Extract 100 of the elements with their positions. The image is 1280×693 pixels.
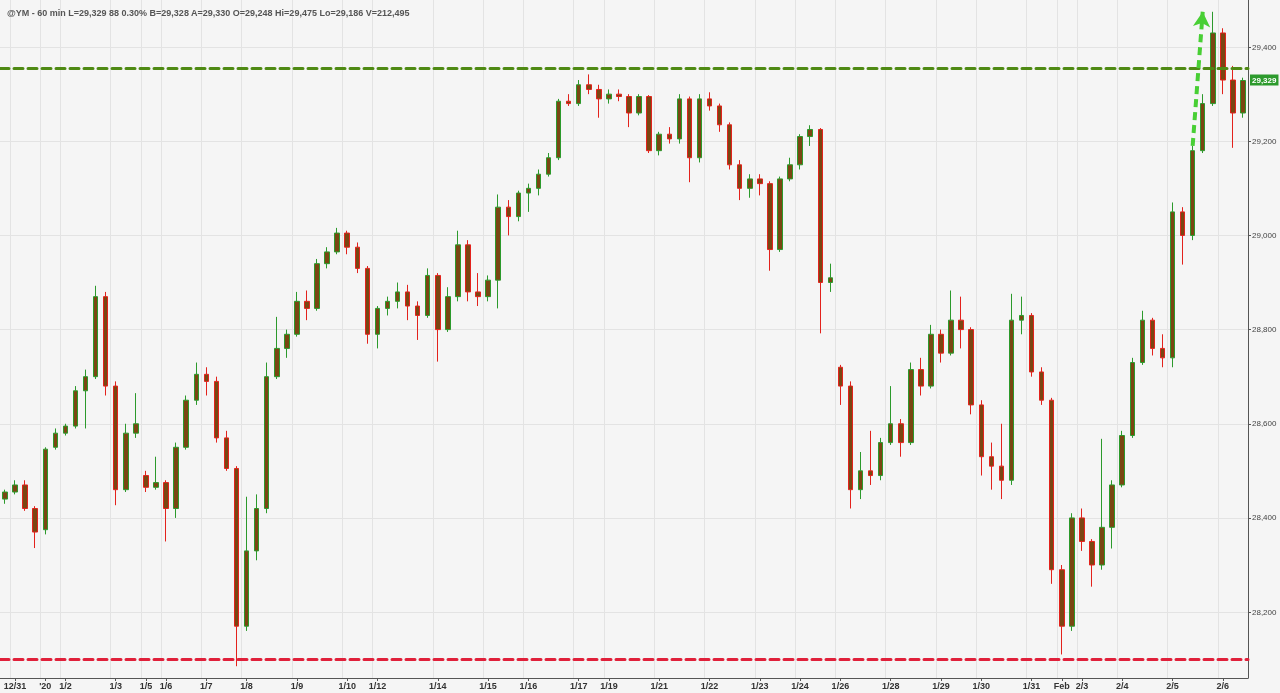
x-tick-label: Feb (1053, 680, 1071, 691)
candlestick (516, 190, 521, 222)
candlestick (656, 131, 662, 156)
candlestick (143, 470, 149, 493)
candlestick (375, 305, 380, 349)
candlestick (1069, 512, 1075, 632)
candlestick (395, 282, 400, 309)
candlestick (938, 329, 944, 364)
candlestick (1170, 201, 1175, 368)
x-tick-label: 2/5 (1166, 680, 1179, 691)
candlestick (687, 96, 692, 183)
candlestick (787, 157, 793, 182)
candlestick (1220, 27, 1226, 95)
candlestick (606, 88, 612, 105)
candlestick (183, 395, 189, 451)
candlestick (163, 479, 169, 542)
annotation: 29,329 (1252, 76, 1278, 86)
x-tick-label: 1/7 (200, 680, 213, 691)
x-tick-label: 1/30 (972, 680, 991, 691)
candlestick (848, 380, 853, 509)
candlestick (999, 423, 1004, 500)
candlestick (214, 376, 219, 444)
candlestick (1039, 366, 1044, 406)
candlestick (1089, 538, 1095, 588)
candlestick (264, 362, 269, 514)
text: @YM - 60 min L=29,329 88 0.30% B=29,328 A=29,330 O=29,248 Hi=29,475 Lo=29,186 V=212,495 (7, 7, 410, 18)
x-tick-label: 1/12 (368, 680, 387, 691)
y-tick-label: 28,600 (1252, 419, 1278, 429)
x-tick-label: 1/31 (1022, 680, 1041, 691)
y-tick-label: 28,200 (1252, 607, 1278, 617)
x-tick-label: '20 (39, 680, 52, 691)
candlestick (747, 173, 753, 199)
candlestick (1160, 333, 1165, 368)
x-tick-label: 1/22 (700, 680, 719, 691)
candlestick (1180, 206, 1185, 266)
candlestick (1099, 438, 1105, 571)
candlestick (556, 98, 561, 161)
x-tick-label: 1/3 (109, 680, 122, 691)
candlestick (1140, 310, 1145, 366)
x-tick-label: 1/17 (569, 680, 588, 691)
candlestick (1240, 77, 1246, 119)
x-tick-label: 1/2 (59, 680, 72, 691)
candlestick (1200, 93, 1205, 154)
candlestick (234, 465, 239, 667)
candlestick (888, 385, 893, 446)
x-tick-label: 1/19 (600, 680, 618, 691)
x-tick-label: 1/8 (240, 680, 253, 691)
candlestick (506, 199, 511, 236)
candlestick (53, 427, 58, 451)
x-tick-label: 1/29 (932, 680, 950, 691)
candlestick (536, 169, 541, 196)
x-tick-label: 1/26 (831, 680, 850, 691)
candlestick (677, 93, 682, 145)
candlestick (1230, 65, 1236, 149)
candlestick (1059, 564, 1065, 655)
candlestick (324, 246, 330, 269)
x-tick-label: 2/3 (1075, 680, 1089, 691)
candlestick (485, 274, 491, 302)
candlestick (445, 286, 451, 333)
candlestick (334, 227, 340, 255)
candlestick (616, 88, 622, 102)
candlestick (153, 456, 159, 491)
y-tick-label: 28,400 (1252, 513, 1278, 523)
candlestick (526, 183, 531, 213)
x-tick-label: 12/31 (3, 680, 27, 691)
candlestick (73, 385, 78, 429)
candlestick (495, 193, 501, 309)
candlestick (878, 437, 883, 481)
candlestick (355, 241, 360, 274)
y-tick-label: 29,200 (1252, 136, 1278, 146)
candlestick (838, 364, 843, 406)
candlestick (254, 493, 259, 561)
candlestick (596, 84, 602, 119)
candlestick (173, 442, 179, 519)
x-tick-label: 2/4 (1115, 680, 1129, 691)
candlestick (586, 73, 592, 95)
candlestick (566, 93, 571, 107)
x-tick-label: 1/14 (429, 680, 447, 691)
candlestick (898, 418, 904, 458)
x-tick-label: 1/10 (338, 680, 356, 691)
candlestick (32, 505, 38, 549)
candlestick (807, 124, 813, 147)
candlestick (224, 430, 229, 472)
candlestick (737, 159, 742, 201)
x-tick-label: 1/23 (751, 680, 769, 691)
candlestick (1210, 11, 1216, 107)
candlestick (204, 366, 209, 396)
candlestick (12, 479, 18, 495)
candlestick (727, 121, 732, 170)
candlestick (1109, 479, 1115, 550)
candlestick (455, 230, 461, 302)
candlestick (385, 296, 390, 316)
candlestick (958, 296, 964, 349)
candlestick (1009, 293, 1014, 486)
candlestick (646, 94, 652, 154)
candlestick (43, 446, 48, 535)
candlestick (667, 126, 672, 145)
y-tick-label: 28,800 (1252, 325, 1278, 335)
candlestick (405, 284, 410, 321)
candlestick (194, 362, 199, 406)
